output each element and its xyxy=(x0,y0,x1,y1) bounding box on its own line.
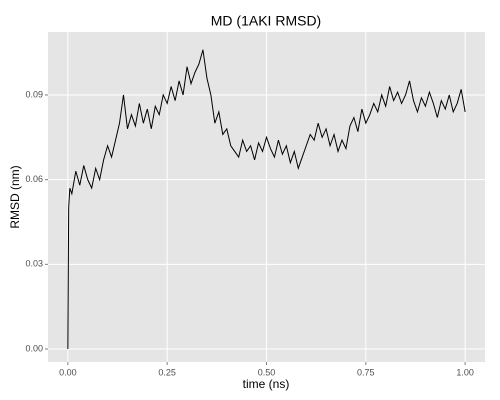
x-axis-label: time (ns) xyxy=(243,377,290,391)
chart-title: MD (1AKI RMSD) xyxy=(211,13,321,29)
y-tick-label: 0.06 xyxy=(25,174,43,184)
x-tick-label: 0.25 xyxy=(158,367,176,377)
x-tick-label: 0.00 xyxy=(59,367,77,377)
x-tick-label: 0.75 xyxy=(357,367,375,377)
x-tick-label: 0.50 xyxy=(258,367,276,377)
y-axis-label: RMSD (nm) xyxy=(8,165,22,228)
data-line xyxy=(67,49,466,350)
y-tick-label: 0.03 xyxy=(25,259,43,269)
y-tick-label: 0.09 xyxy=(25,89,43,99)
y-tick-label: 0.00 xyxy=(25,343,43,353)
x-tick-label: 1.00 xyxy=(456,367,474,377)
